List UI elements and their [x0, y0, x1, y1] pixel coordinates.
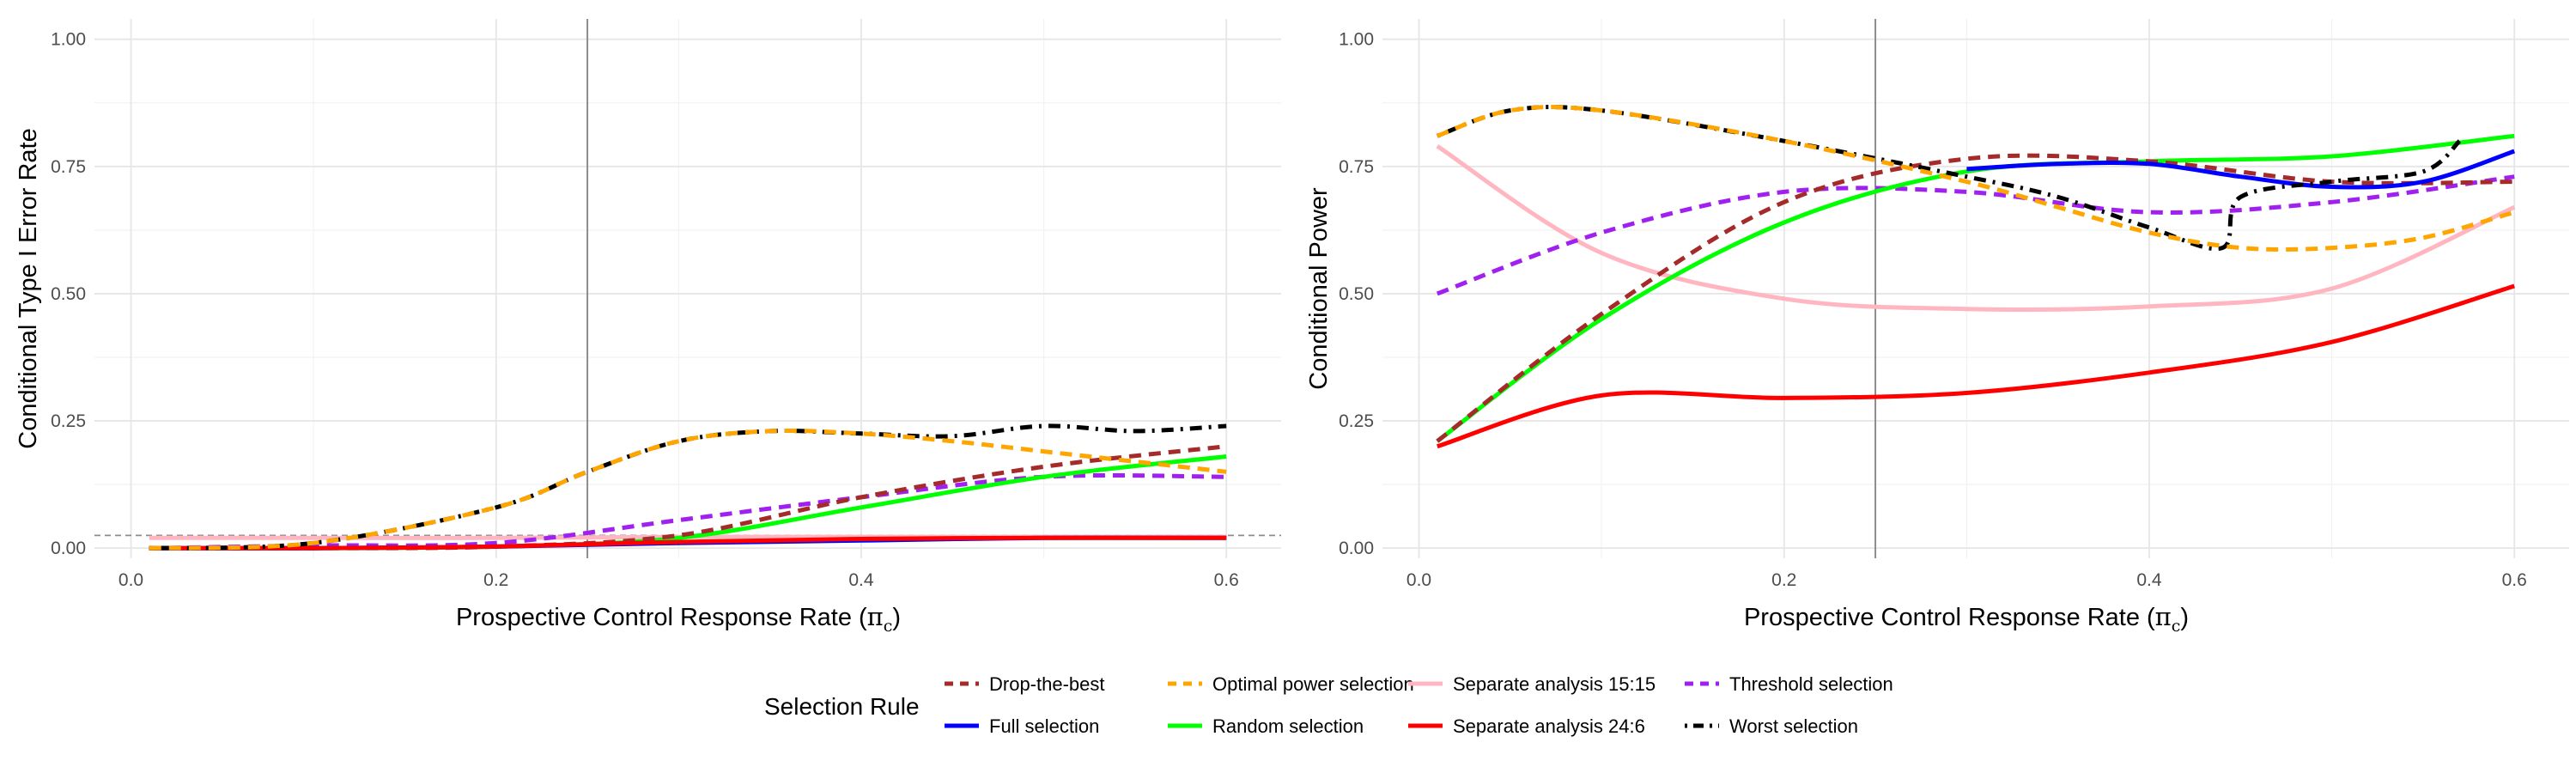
series-line-drop-the-best — [149, 444, 1227, 551]
y-tick-label: 0.50 — [51, 284, 86, 304]
x-tick-label: 0.0 — [118, 570, 143, 590]
legend-label-separate-analysis-24-6: Separate analysis 24:6 — [1453, 715, 1645, 737]
series-line-worst-selection — [149, 423, 1227, 551]
x-tick-label: 0.0 — [1406, 570, 1431, 590]
legend-label-separate-analysis-15-15: Separate analysis 15:15 — [1453, 673, 1656, 695]
conditional-power-chart: 0.0 0.2 0.4 0.6 0.00 0.25 0.50 0.75 1.00 Prospect… — [1305, 19, 2569, 636]
legend-label-worst-selection: Worst selection — [1729, 715, 1858, 737]
x-tick-label: 0.6 — [1214, 570, 1239, 590]
series-line-separate-analysis-24-6 — [1437, 283, 2515, 449]
x-axis-title: Prospective Control Response Rate (πc) — [1744, 602, 2189, 636]
series-line-optimal-power-selection — [149, 428, 1227, 551]
x-axis-title: Prospective Control Response Rate (πc) — [456, 602, 901, 636]
type-i-error-chart: 0.0 0.2 0.4 0.6 0.00 0.25 0.50 0.75 1.00 Prospect… — [15, 19, 1281, 636]
y-tick-label: 0.25 — [51, 411, 86, 431]
y-axis-title: Conditional Type I Error Rate — [15, 128, 42, 448]
legend-label-full-selection: Full selection — [989, 715, 1099, 737]
series-line-separate-analysis-15-15 — [1436, 144, 2516, 312]
y-tick-label: 0.25 — [1339, 411, 1374, 431]
y-tick-label: 0.75 — [51, 157, 86, 177]
legend: Selection Rule Drop-the-best Optimal powe… — [764, 673, 1893, 737]
y-axis-title: Conditional Power — [1305, 187, 1333, 390]
legend-label-random-selection: Random selection — [1212, 715, 1364, 737]
series-line-random-selection — [1436, 133, 2515, 443]
y-tick-label: 0.00 — [51, 539, 86, 558]
series-line-threshold-selection — [1436, 174, 2515, 296]
x-tick-label: 0.2 — [1771, 570, 1796, 590]
legend-label-drop-the-best: Drop-the-best — [989, 673, 1105, 695]
legend-title: Selection Rule — [764, 693, 920, 720]
legend-label-threshold-selection: Threshold selection — [1729, 673, 1893, 695]
y-tick-label: 0.00 — [1339, 539, 1374, 558]
series-line-separate-analysis-24-6 — [149, 535, 1227, 551]
series-line-worst-selection — [1436, 105, 2462, 252]
x-tick-label: 0.4 — [848, 570, 874, 590]
x-tick-label: 0.6 — [2502, 570, 2527, 590]
x-tick-label: 0.4 — [2136, 570, 2162, 590]
legend-label-optimal-power-selection: Optimal power selection — [1212, 673, 1414, 695]
series-line-optimal-power-selection — [1436, 105, 2515, 252]
series-line-full-selection — [1966, 149, 2516, 190]
y-tick-label: 0.50 — [1339, 284, 1374, 304]
y-tick-label: 1.00 — [1339, 30, 1374, 50]
y-tick-label: 1.00 — [51, 30, 86, 50]
y-tick-label: 0.75 — [1339, 157, 1374, 177]
x-tick-label: 0.2 — [483, 570, 508, 590]
